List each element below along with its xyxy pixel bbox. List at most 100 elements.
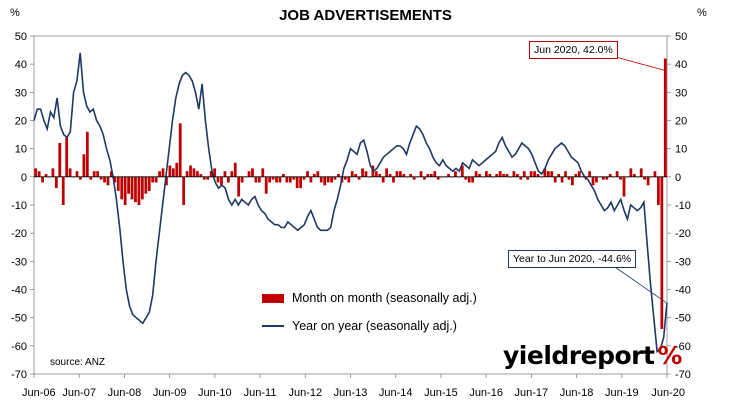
bar <box>374 171 378 177</box>
bar <box>68 168 72 177</box>
bar <box>226 176 230 183</box>
bar <box>639 168 643 177</box>
bar <box>268 176 272 183</box>
bar <box>299 176 302 189</box>
y-tick-label-right: -20 <box>675 228 691 240</box>
bar <box>474 171 478 177</box>
legend-swatch-bars <box>262 293 284 303</box>
bar <box>399 171 402 177</box>
bar <box>196 171 199 177</box>
bar <box>147 176 151 191</box>
bar <box>257 176 261 183</box>
bar <box>608 174 612 177</box>
y-tick-label-right: -50 <box>675 313 691 325</box>
bar <box>326 176 330 183</box>
y-tick-label-left: 0 <box>21 172 27 184</box>
bar <box>106 176 110 186</box>
y-tick-label-right: -40 <box>675 285 691 297</box>
y-tick-label-right: -10 <box>675 200 691 212</box>
bar <box>103 176 106 183</box>
bar <box>546 171 550 177</box>
bar <box>79 176 82 180</box>
bar <box>505 174 509 177</box>
bar <box>113 176 117 183</box>
bar <box>295 176 299 189</box>
bar <box>464 176 468 180</box>
bar <box>220 176 223 186</box>
bar <box>240 176 244 183</box>
y-tick-label-right: 20 <box>675 116 687 128</box>
callout-leader-yoy <box>611 264 667 303</box>
bar <box>158 171 161 177</box>
y-tick-label-left: 20 <box>15 116 27 128</box>
bar <box>502 174 505 177</box>
bar <box>209 171 213 177</box>
bar <box>478 174 481 177</box>
bar <box>619 176 622 180</box>
bar <box>309 176 313 183</box>
bar <box>130 176 134 200</box>
bar <box>447 174 450 177</box>
chart-title: JOB ADVERTISEMENTS <box>279 7 452 24</box>
bar <box>560 176 564 183</box>
x-tick-label: Jun-14 <box>379 387 413 399</box>
bar <box>657 176 660 205</box>
legend-swatch-line <box>262 325 284 327</box>
bar <box>522 171 526 177</box>
x-tick-label: Jun-20 <box>651 387 685 399</box>
bar <box>347 176 351 183</box>
bar <box>96 171 100 177</box>
y-tick-label-left: 10 <box>15 144 27 156</box>
x-axis-labels: Jun-06 Jun-07 Jun-08 Jun-09 Jun-10 Jun-11 Jun-… <box>22 374 685 399</box>
bar <box>381 176 385 183</box>
x-tick-label: Jun-10 <box>198 387 232 399</box>
bar <box>485 171 488 177</box>
bar <box>306 171 309 177</box>
source-note: source: ANZ <box>50 357 106 368</box>
bar <box>182 176 186 205</box>
bar <box>378 174 382 177</box>
bar <box>567 176 571 180</box>
bar <box>37 171 41 177</box>
y-tick-label-right: -30 <box>675 256 691 268</box>
bar <box>385 168 388 177</box>
bar <box>515 174 519 177</box>
bar <box>65 137 69 177</box>
bar <box>519 176 523 180</box>
bar <box>615 171 619 177</box>
y-tick-label-left: -40 <box>11 285 27 297</box>
bar <box>433 171 437 177</box>
y-tick-label-right: 30 <box>675 87 687 99</box>
x-tick-label: Jun-11 <box>244 387 277 399</box>
bar <box>436 176 440 180</box>
bar <box>364 171 368 177</box>
bar <box>151 176 155 183</box>
bar <box>663 58 667 177</box>
y-tick-label-left: 40 <box>15 59 27 71</box>
bar <box>44 174 48 177</box>
bar <box>51 168 55 177</box>
bar <box>323 176 327 186</box>
legend-label-bars: Month on month (seasonally adj.) <box>292 291 477 305</box>
bar <box>278 176 282 183</box>
bar <box>206 176 210 180</box>
bar <box>495 174 499 177</box>
y-axis-ticks: 50 50 40 40 30 30 20 20 10 10 0 0 -10 -10 -20 -20 -30 -30… <box>11 31 691 381</box>
bar <box>388 174 392 177</box>
bar-series <box>34 58 667 329</box>
logo-text: yieldreport <box>503 341 655 370</box>
bar <box>189 165 192 177</box>
bar <box>282 174 285 177</box>
x-tick-label: Jun-07 <box>62 387 96 399</box>
bar <box>392 176 395 183</box>
y-tick-label-left: -10 <box>11 200 27 212</box>
bar <box>116 176 120 191</box>
bar <box>622 176 626 197</box>
x-tick-label: Jun-09 <box>153 387 187 399</box>
bar <box>171 168 175 177</box>
bar <box>292 176 296 180</box>
bar <box>89 176 93 180</box>
bar <box>199 174 203 177</box>
bar <box>605 176 609 180</box>
